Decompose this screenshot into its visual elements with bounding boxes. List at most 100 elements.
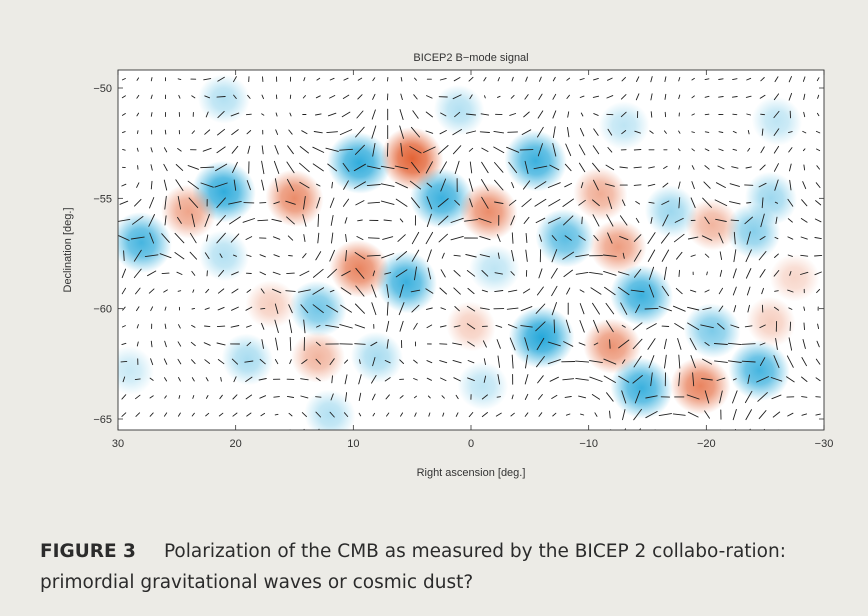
polarization-vector — [672, 413, 686, 416]
polarization-vector — [342, 198, 350, 207]
polarization-vector — [727, 342, 742, 346]
polarization-vector — [537, 110, 544, 119]
polarization-vector — [232, 394, 238, 400]
polarization-vector — [315, 396, 322, 398]
polarization-vector — [817, 323, 820, 330]
polarization-vector — [288, 412, 293, 417]
polarization-vector — [687, 306, 700, 311]
polarization-vector — [678, 197, 681, 209]
polarization-vector — [744, 216, 753, 225]
polarization-vector — [177, 148, 182, 152]
positive-bmode-spot — [685, 199, 740, 251]
polarization-vector — [329, 411, 335, 418]
polarization-vector — [442, 412, 445, 417]
polarization-vector — [359, 359, 361, 365]
polarization-vector — [242, 218, 255, 223]
polarization-vector — [538, 268, 543, 279]
polarization-vector — [787, 254, 793, 257]
polarization-vector — [286, 272, 295, 275]
polarization-vector — [690, 254, 696, 257]
polarization-vector — [299, 162, 310, 173]
polarization-vector — [289, 429, 291, 430]
polarization-vector — [315, 251, 322, 261]
polarization-vector — [273, 201, 280, 205]
polarization-vector — [273, 254, 280, 258]
polarization-vector — [345, 234, 347, 243]
polarization-vector — [453, 254, 461, 257]
polarization-vector — [647, 338, 656, 350]
polarization-vector — [345, 250, 347, 262]
polarization-vector — [567, 431, 569, 433]
polarization-vector — [729, 183, 740, 187]
polarization-vector — [581, 432, 583, 433]
polarization-vector — [355, 285, 365, 297]
polarization-vector — [233, 179, 237, 191]
polarization-vector — [257, 219, 269, 222]
polarization-vector — [329, 249, 335, 262]
polarization-vector — [649, 130, 654, 134]
polarization-vector — [732, 113, 738, 116]
polarization-vector — [442, 431, 444, 434]
polarization-vector — [246, 180, 251, 191]
polarization-vector — [440, 178, 447, 192]
polarization-vector — [353, 163, 366, 172]
polarization-vector — [247, 431, 250, 433]
polarization-vector — [509, 337, 516, 351]
polarization-vector — [204, 359, 211, 364]
polarization-vector — [801, 396, 808, 398]
polarization-vector — [315, 95, 321, 99]
polarization-vector — [274, 359, 279, 365]
polarization-vector — [411, 231, 420, 245]
polarization-vector — [551, 302, 557, 316]
polarization-vector — [511, 431, 514, 434]
polarization-vector — [300, 378, 309, 381]
polarization-vector — [161, 272, 170, 275]
polarization-vector — [302, 95, 306, 99]
polarization-vector — [453, 77, 461, 82]
polarization-vector — [372, 93, 376, 100]
polarization-vector — [216, 325, 226, 328]
polarization-vector — [603, 358, 617, 365]
polarization-vector — [691, 95, 695, 99]
polarization-vector — [327, 163, 338, 172]
polarization-vector — [744, 390, 753, 404]
polarization-vector — [689, 337, 697, 351]
polarization-vector — [315, 341, 321, 347]
polarization-vector — [691, 165, 695, 170]
polarization-vector — [607, 77, 613, 81]
polarization-vector — [343, 432, 350, 433]
polarization-vector — [440, 307, 446, 310]
polarization-vector — [312, 146, 325, 153]
negative-bmode-spot — [118, 346, 154, 395]
polarization-vector — [452, 94, 462, 100]
polarization-vector — [455, 394, 459, 400]
polarization-vector — [605, 302, 615, 315]
polarization-vector — [203, 78, 212, 81]
polarization-vector — [245, 236, 253, 240]
polarization-vector — [382, 236, 394, 240]
polarization-vector — [579, 320, 585, 333]
polarization-vector — [606, 214, 614, 227]
polarization-vector — [454, 306, 460, 312]
polarization-vector — [718, 287, 724, 295]
polarization-vector — [164, 129, 167, 135]
polarization-vector — [205, 111, 209, 118]
polarization-vector — [678, 77, 681, 82]
polarization-vector — [495, 324, 503, 328]
polarization-vector — [118, 218, 131, 222]
polarization-vector — [816, 288, 821, 294]
polarization-vector — [760, 113, 766, 116]
y-tick-label: −60 — [93, 304, 112, 316]
polarization-vector — [538, 394, 543, 400]
polarization-vector — [285, 200, 296, 205]
polarization-vector — [190, 341, 196, 347]
polarization-vector — [675, 287, 683, 295]
polarization-vector — [423, 146, 436, 153]
polarization-vector — [787, 198, 794, 207]
polarization-vector — [535, 303, 546, 314]
polarization-vector — [330, 214, 334, 226]
negative-bmode-spot — [504, 130, 567, 192]
polarization-vector — [483, 375, 487, 383]
polarization-vector — [718, 78, 724, 80]
negative-bmode-spot — [327, 132, 392, 194]
